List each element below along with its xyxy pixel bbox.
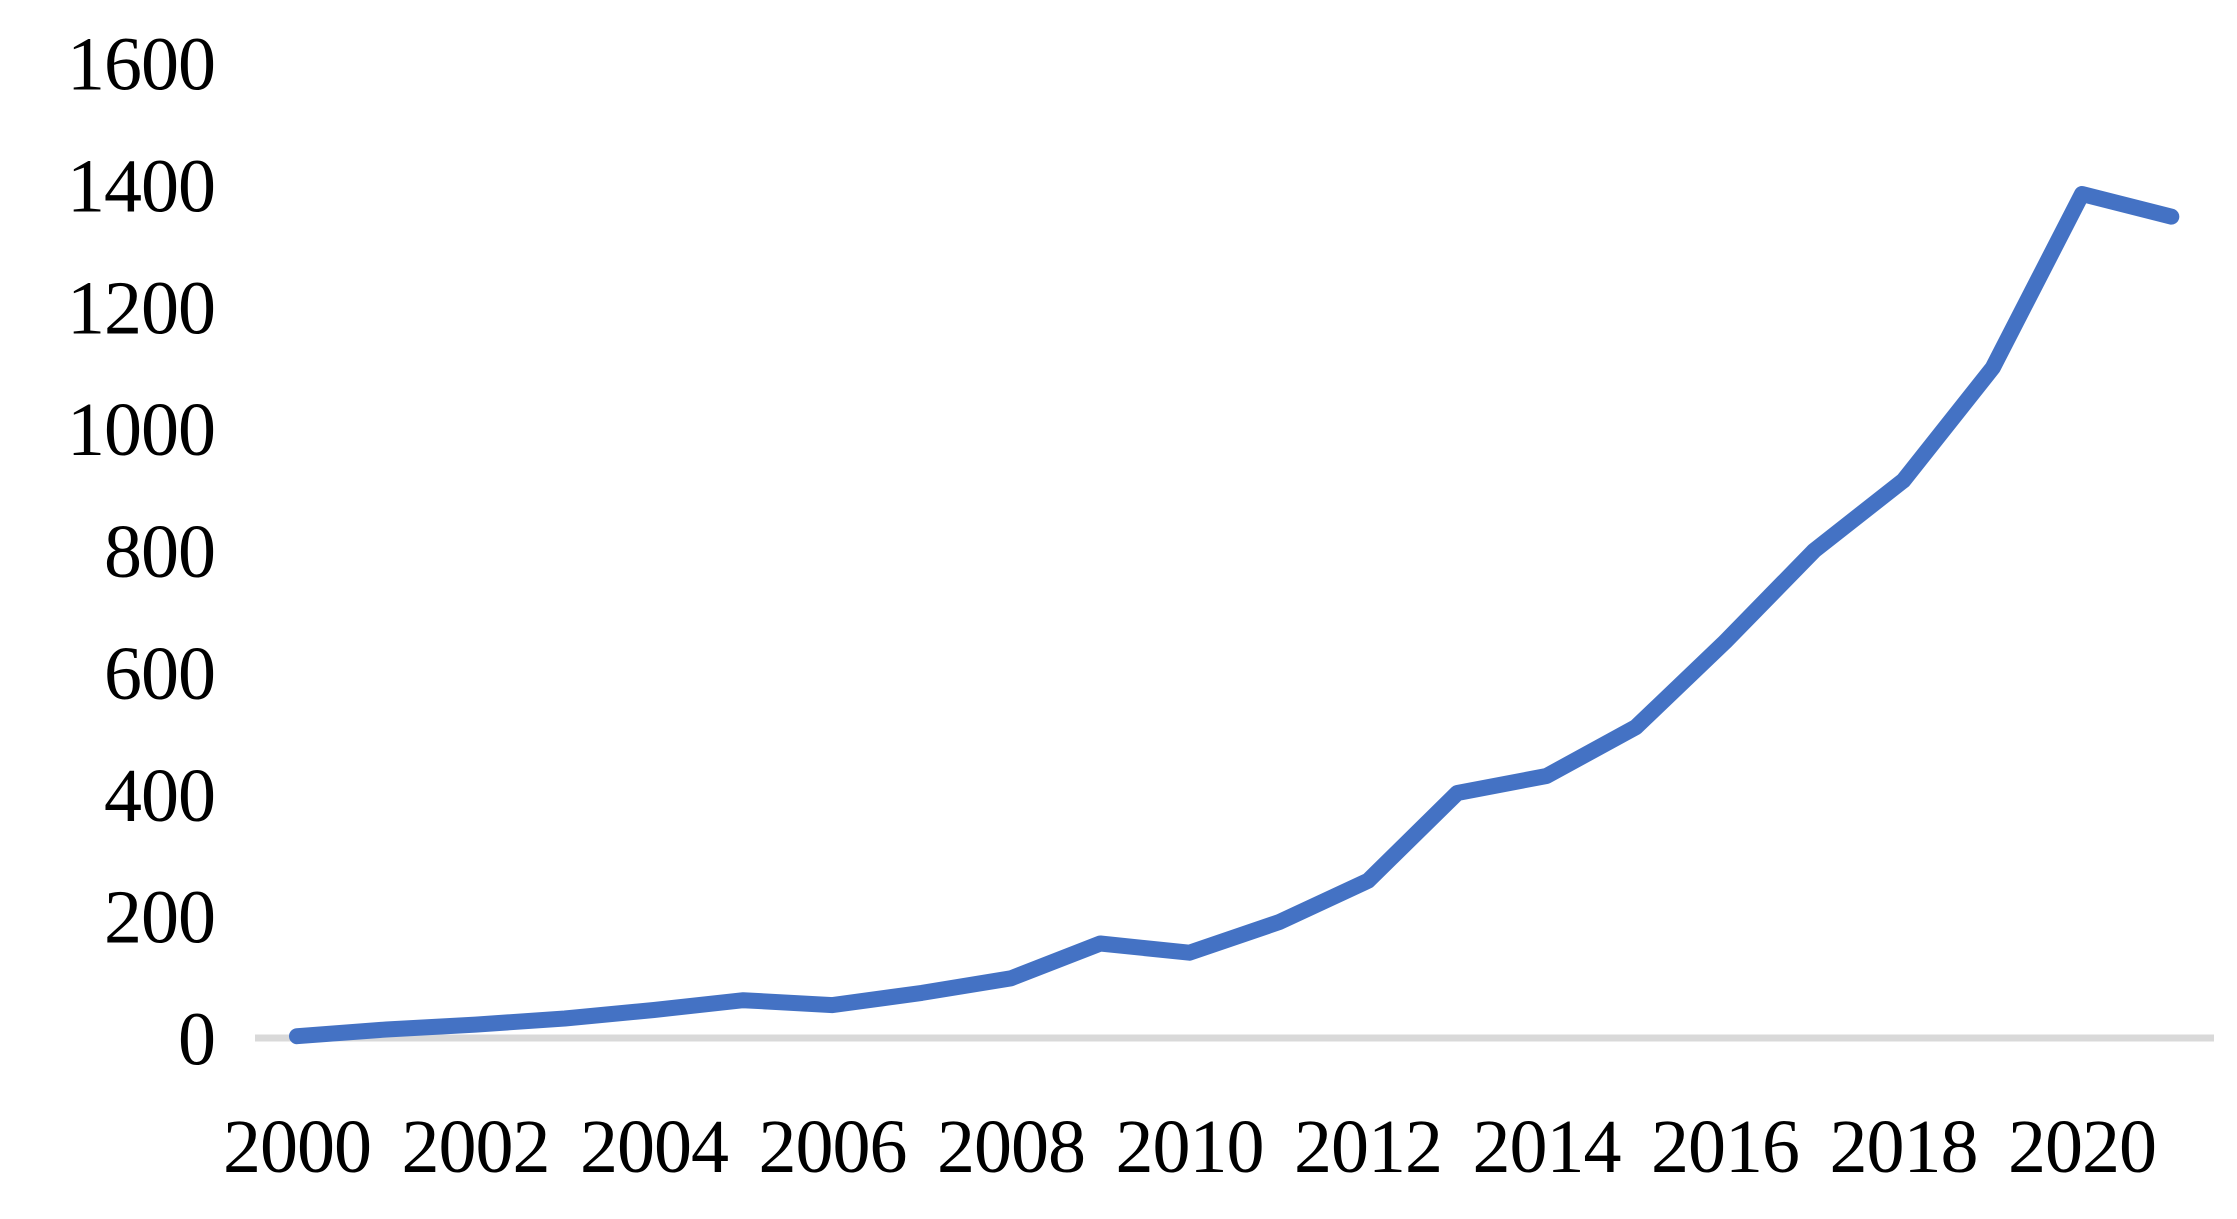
y-tick-label: 600 (104, 632, 215, 716)
x-tick-label: 2012 (1294, 1105, 1442, 1189)
x-tick-label: 2016 (1651, 1105, 1799, 1189)
data-series-line (289, 186, 2180, 1045)
y-tick-label: 1600 (67, 23, 215, 107)
y-tick-label: 800 (104, 510, 215, 594)
x-tick-label: 2014 (1473, 1105, 1621, 1189)
x-axis-tick-labels: 2000 2002 2004 2006 2008 2010 2012 2014 2016 2018… (223, 1105, 2157, 1189)
y-tick-label: 1000 (67, 388, 215, 472)
x-tick-label: 2004 (580, 1105, 728, 1189)
y-tick-label: 400 (104, 754, 215, 838)
x-tick-label: 2006 (759, 1105, 907, 1189)
x-tick-label: 2018 (1830, 1105, 1978, 1189)
y-tick-label: 1400 (67, 144, 215, 228)
y-tick-label: 1200 (67, 266, 215, 350)
y-axis-tick-labels: 0 200 400 600 800 1000 1200 1400 1600 (67, 23, 216, 1082)
x-tick-label: 2008 (937, 1105, 1085, 1189)
x-tick-label: 2020 (2008, 1105, 2156, 1189)
x-tick-label: 2002 (402, 1105, 550, 1189)
x-tick-label: 2000 (223, 1105, 371, 1189)
x-tick-label: 2010 (1116, 1105, 1264, 1189)
series-polyline-annual-count (289, 186, 2180, 1045)
y-tick-label: 0 (178, 998, 215, 1082)
y-tick-label: 200 (104, 876, 215, 960)
